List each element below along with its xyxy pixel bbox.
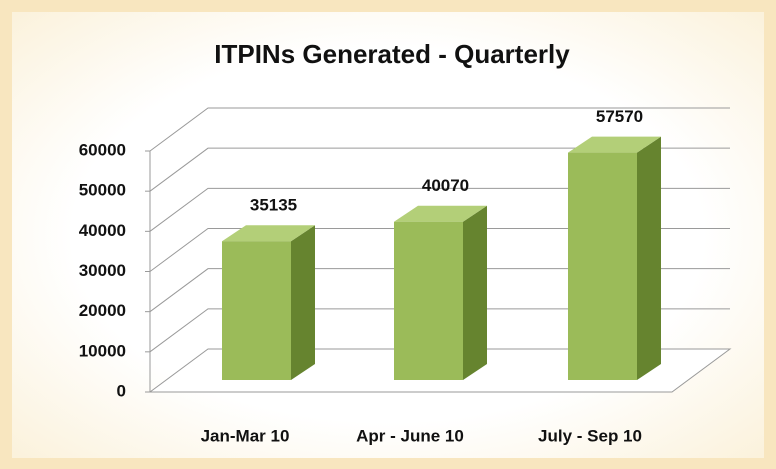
bar-top: [394, 205, 487, 222]
chart-title: ITPINs Generated - Quarterly: [214, 39, 570, 69]
bar-side: [463, 205, 487, 380]
grid-line: [149, 147, 730, 192]
bar-top: [568, 136, 661, 153]
y-tick-label: 10000: [79, 341, 126, 360]
y-tick-label: 30000: [79, 261, 126, 280]
bar-top: [222, 225, 315, 242]
grid-line: [149, 228, 730, 272]
y-tick-label: 20000: [79, 301, 126, 320]
data-label: 57570: [596, 107, 643, 126]
bar-side: [637, 136, 661, 380]
data-label: 40070: [422, 176, 469, 195]
y-tick-label: 50000: [79, 181, 126, 200]
bar: [394, 221, 463, 380]
bar: [222, 241, 291, 380]
bar: [568, 152, 637, 380]
x-tick-label: July - Sep 10: [538, 426, 642, 445]
y-tick-label: 60000: [79, 140, 126, 159]
bar-side: [291, 225, 315, 380]
grid-line: [149, 308, 730, 353]
grid-line: [149, 268, 730, 313]
x-tick-label: Jan-Mar 10: [201, 426, 290, 445]
y-tick-label: 40000: [79, 221, 126, 240]
data-label: 35135: [250, 196, 297, 215]
grid-line: [149, 187, 730, 232]
x-tick-label: Apr - June 10: [356, 426, 464, 445]
y-tick-label: 0: [117, 381, 126, 400]
grid-line: [149, 107, 730, 152]
